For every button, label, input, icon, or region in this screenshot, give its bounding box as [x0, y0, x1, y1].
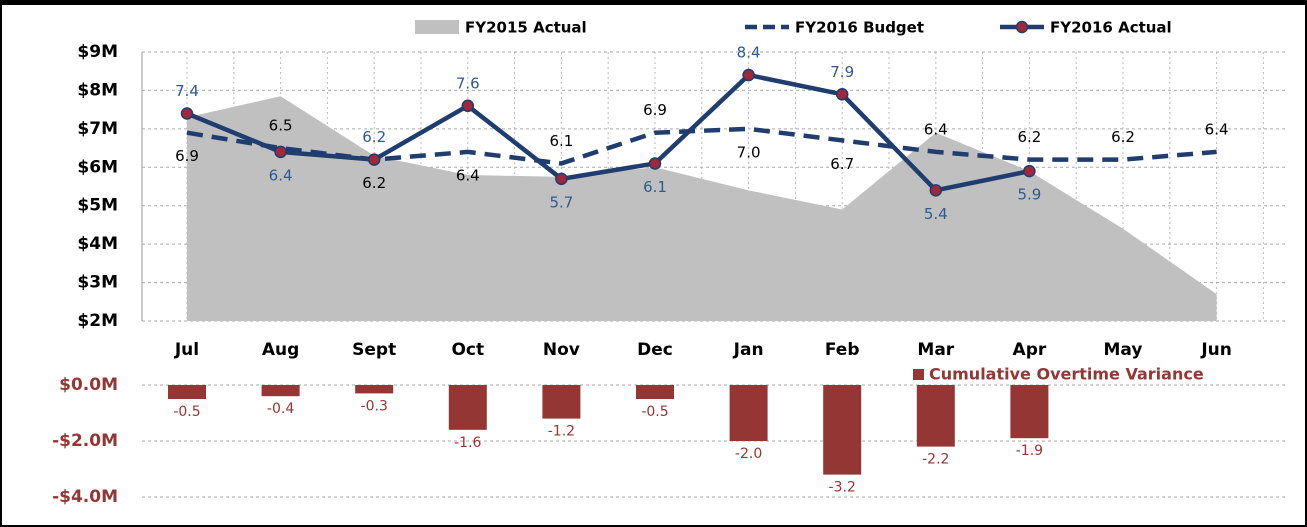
- data-label: 7.6: [456, 74, 480, 92]
- line: [186, 72, 1030, 193]
- marker: [1023, 164, 1036, 178]
- x-tick-label: Jan: [733, 340, 764, 360]
- data-label: -0.3: [361, 398, 388, 414]
- y-tick-label: $6M: [77, 157, 118, 177]
- legend-label: Cumulative Overtime Variance: [929, 365, 1204, 384]
- data-label: -0.5: [173, 404, 200, 420]
- x-tick-label: Oct: [451, 340, 484, 360]
- x-tick-label: May: [1104, 340, 1143, 360]
- data-label: -0.4: [267, 401, 294, 417]
- data-label: 6.4: [924, 120, 948, 138]
- data-label: 6.2: [362, 128, 386, 146]
- data-label: 6.9: [175, 147, 199, 165]
- data-label: 6.4: [456, 166, 480, 184]
- x-tick-label: Nov: [543, 340, 580, 360]
- data-label: 6.1: [549, 132, 573, 150]
- y-tick-label: $4M: [77, 234, 118, 254]
- y-tick-label: $9M: [77, 42, 118, 62]
- data-label: 7.4: [175, 82, 199, 100]
- legend-swatch: [913, 369, 924, 380]
- bar: [542, 385, 581, 419]
- bar: [636, 385, 674, 399]
- y-tick-label: $2M: [77, 311, 118, 331]
- marker: [555, 172, 568, 186]
- data-label: 6.1: [643, 178, 667, 196]
- data-label: 6.2: [362, 174, 386, 192]
- legend-marker: [1015, 20, 1029, 34]
- data-label: -1.2: [548, 424, 575, 440]
- data-label: 5.4: [924, 205, 948, 223]
- data-label: 5.9: [1017, 186, 1041, 204]
- data-label: -1.9: [1016, 443, 1043, 459]
- data-label: 8.4: [737, 44, 761, 62]
- x-tick-label: Sept: [352, 340, 396, 360]
- marker: [929, 184, 943, 197]
- legend-swatch: [415, 20, 459, 34]
- x-tick-label: Aug: [262, 340, 299, 360]
- bar: [1010, 385, 1049, 439]
- legend-label: FY2015 Actual: [465, 19, 587, 37]
- marker: [180, 107, 194, 120]
- marker: [274, 145, 287, 159]
- y-tick-label: $3M: [77, 273, 118, 293]
- data-label: -2.0: [735, 446, 762, 462]
- bar: [168, 385, 206, 399]
- legend-label: FY2016 Actual: [1050, 19, 1172, 37]
- marker: [742, 68, 755, 82]
- y-tick-label: $0.0M: [59, 375, 118, 395]
- bar: [823, 385, 862, 475]
- y-tick-label: $8M: [77, 80, 118, 100]
- data-label: 6.4: [1205, 120, 1229, 138]
- data-label: -2.2: [922, 452, 949, 468]
- bar: [448, 385, 487, 430]
- bar: [355, 385, 394, 394]
- marker: [461, 99, 475, 113]
- data-label: 6.9: [643, 101, 667, 119]
- data-label: 5.7: [549, 193, 573, 211]
- data-label: 6.5: [269, 117, 293, 135]
- data-label: -3.2: [829, 480, 856, 496]
- y-tick-label: $5M: [77, 196, 118, 216]
- data-label: 6.2: [1111, 128, 1135, 146]
- data-label: -0.5: [641, 404, 668, 420]
- top-band: [0, 0, 1307, 5]
- y-tick-label: -$4.0M: [52, 487, 118, 507]
- x-tick-label: Dec: [637, 340, 673, 360]
- data-label: 6.2: [1017, 128, 1041, 146]
- x-tick-label: Mar: [917, 340, 954, 360]
- marker: [367, 153, 381, 166]
- data-label: -1.6: [454, 435, 481, 451]
- y-tick-label: $7M: [77, 119, 118, 139]
- data-label: 7.9: [830, 63, 854, 81]
- marker: [648, 157, 662, 170]
- data-label: 7.0: [737, 143, 761, 161]
- bar: [261, 385, 300, 397]
- x-tick-label: Apr: [1013, 340, 1047, 360]
- data-label: 6.7: [830, 155, 854, 173]
- bar: [729, 385, 768, 441]
- legend-label: FY2016 Budget: [795, 19, 924, 37]
- marker: [835, 88, 849, 101]
- data-label: 6.4: [269, 166, 293, 184]
- x-tick-label: Jul: [174, 340, 199, 360]
- y-tick-label: -$2.0M: [52, 431, 118, 451]
- bar: [916, 385, 955, 447]
- x-tick-label: Feb: [825, 340, 860, 360]
- x-tick-label: Jun: [1200, 340, 1232, 360]
